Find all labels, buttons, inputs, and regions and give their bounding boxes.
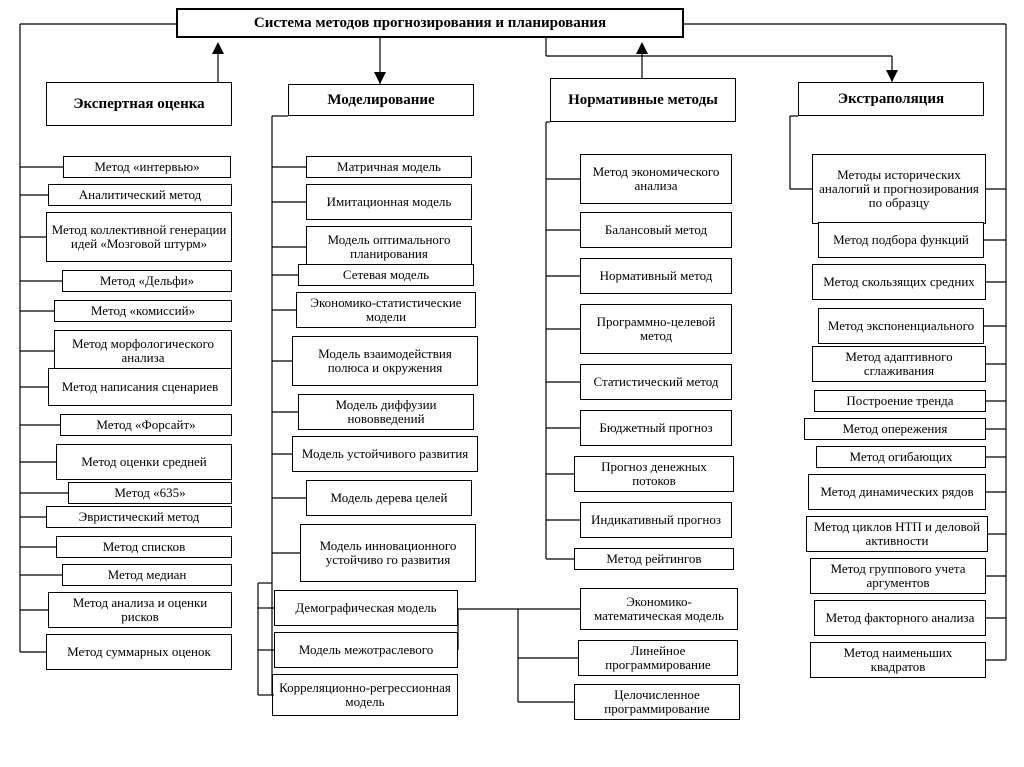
item: Метод рейтингов <box>574 548 734 570</box>
item: Модель оптимального планирования <box>306 226 472 268</box>
item: Метод факторного анализа <box>814 600 986 636</box>
item: Экономико-статистические модели <box>296 292 476 328</box>
item: Метод коллективной генерации идей «Мозго… <box>46 212 232 262</box>
item: Метод адаптивного сглаживания <box>812 346 986 382</box>
item: Метод анализа и оценки рисков <box>48 592 232 628</box>
item: Эвристический метод <box>46 506 232 528</box>
item: Аналитический метод <box>48 184 232 206</box>
item: Метод экспоненциального <box>818 308 984 344</box>
item: Метод списков <box>56 536 232 558</box>
item: Матричная модель <box>306 156 472 178</box>
item: Метод суммарных оценок <box>46 634 232 670</box>
item: Программно-целевой метод <box>580 304 732 354</box>
item: Модель взаимодействия полюса и окружения <box>292 336 478 386</box>
item: Построение тренда <box>814 390 986 412</box>
item: Линейное программирование <box>578 640 738 676</box>
item: Метод динамических рядов <box>808 474 986 510</box>
item: Метод группового учета аргументов <box>810 558 986 594</box>
item: Метод опережения <box>804 418 986 440</box>
category-expert: Экспертная оценка <box>46 82 232 126</box>
item: Метод «635» <box>68 482 232 504</box>
item: Демографическая модель <box>274 590 458 626</box>
item: Нормативный метод <box>580 258 732 294</box>
item: Модель межотраслевого <box>274 632 458 668</box>
item: Метод циклов НТП и деловой активности <box>806 516 988 552</box>
category-normative: Нормативные методы <box>550 78 736 122</box>
item: Целочисленное программирование <box>574 684 740 720</box>
category-modeling: Моделирование <box>288 84 474 116</box>
item: Методы исторических аналогий и прогнозир… <box>812 154 986 224</box>
item: Модель инновационного устойчиво го разви… <box>300 524 476 582</box>
item: Метод «Дельфи» <box>62 270 232 292</box>
item: Метод медиан <box>62 564 232 586</box>
item: Корреляционно-регрессионная модель <box>272 674 458 716</box>
item: Экономико-математическая модель <box>580 588 738 630</box>
item: Модель диффузии нововведений <box>298 394 474 430</box>
item: Метод огибающих <box>816 446 986 468</box>
item: Метод подбора функций <box>818 222 984 258</box>
item: Метод скользящих средних <box>812 264 986 300</box>
item: Имитационная модель <box>306 184 472 220</box>
item: Метод написания сценариев <box>48 368 232 406</box>
category-extrapolation: Экстраполяция <box>798 82 984 116</box>
item: Метод «комиссий» <box>54 300 232 322</box>
item: Метод экономического анализа <box>580 154 732 204</box>
item: Метод оценки средней <box>56 444 232 480</box>
item: Метод наименьших квадратов <box>810 642 986 678</box>
item: Метод «Форсайт» <box>60 414 232 436</box>
item: Метод морфологического анализа <box>54 330 232 372</box>
item: Бюджетный прогноз <box>580 410 732 446</box>
item: Сетевая модель <box>298 264 474 286</box>
forecast-methods-diagram: Система методов прогнозирования и планир… <box>8 8 1016 759</box>
item: Статистический метод <box>580 364 732 400</box>
item: Индикативный прогноз <box>580 502 732 538</box>
title-box: Система методов прогнозирования и планир… <box>176 8 684 38</box>
item: Метод «интервью» <box>63 156 231 178</box>
item: Модель дерева целей <box>306 480 472 516</box>
item: Балансовый метод <box>580 212 732 248</box>
item: Модель устойчивого развития <box>292 436 478 472</box>
item: Прогноз денежных потоков <box>574 456 734 492</box>
